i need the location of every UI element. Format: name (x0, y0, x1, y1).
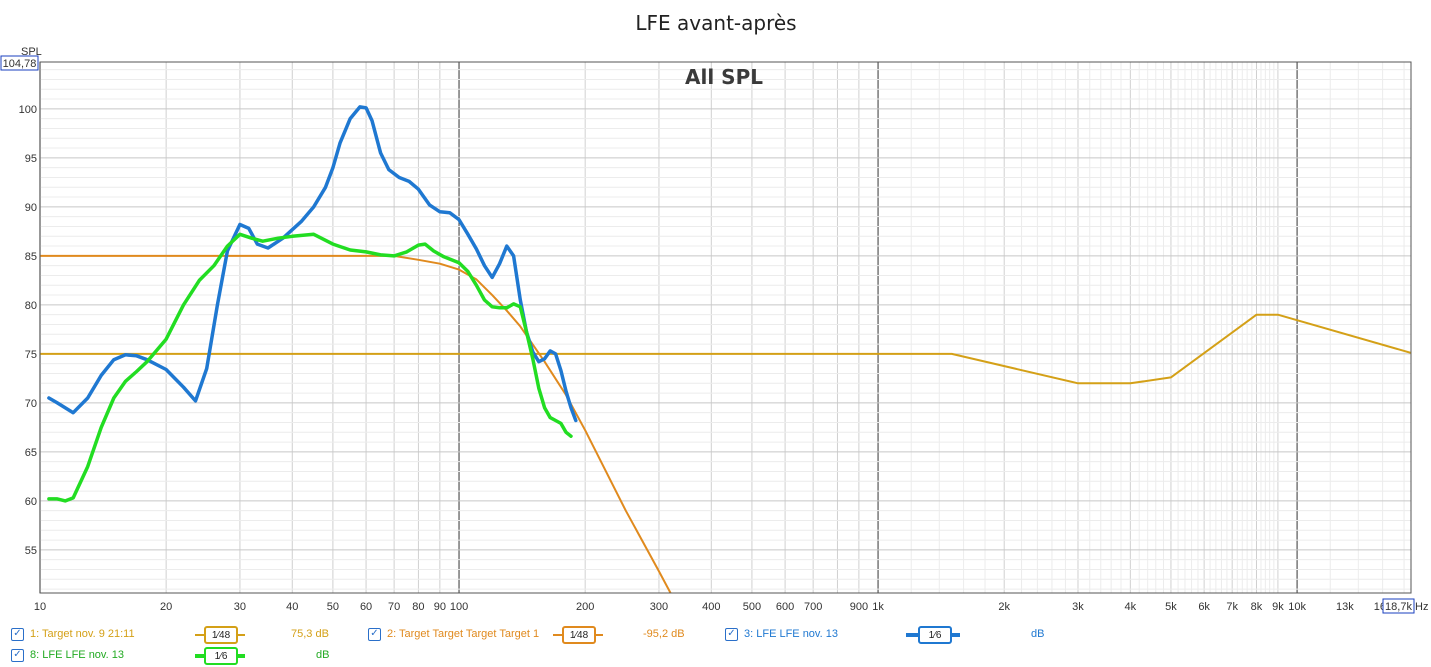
legend-value-8: dB (316, 649, 330, 661)
smoothing-badge-2[interactable]: 1⁄48 (562, 626, 596, 644)
x-tick-label: 9k (1272, 601, 1284, 613)
y-tick-label: 100 (19, 104, 37, 116)
legend-label: 1: Target nov. 9 21:11 (30, 628, 135, 640)
y-axis-labels: 55 60 65 70 75 80 85 90 95 100 (19, 104, 37, 557)
x-tick-label: 7k (1226, 601, 1238, 613)
smoothing-badge-1[interactable]: 1⁄48 (204, 626, 238, 644)
series-line-2 (40, 254, 672, 593)
legend-item-3[interactable]: ✓ 3: LFE LFE nov. 13 (725, 624, 838, 644)
y-tick-label: 80 (25, 300, 37, 312)
legend-label: 8: LFE LFE nov. 13 (30, 649, 124, 661)
y-top-value: 104,78 (3, 58, 37, 70)
x-right-value: 18,7k (1385, 601, 1412, 613)
chart-title: LFE avant-après (635, 11, 796, 35)
smoothing-badge-3[interactable]: 1⁄6 (918, 626, 952, 644)
x-tick-label: 4k (1125, 601, 1137, 613)
x-tick-label: 10 (34, 601, 46, 613)
y-tick-label: 70 (25, 398, 37, 410)
x-tick-label: 400 (702, 601, 720, 613)
x-tick-label: 40 (286, 601, 298, 613)
y-top-value-box[interactable] (0, 55, 39, 71)
x-tick-label: 70 (388, 601, 400, 613)
x-right-value-box[interactable] (1382, 598, 1415, 614)
checkbox-icon[interactable]: ✓ (11, 627, 24, 641)
x-tick-label: 90 (434, 601, 446, 613)
legend-label: 3: LFE LFE nov. 13 (744, 628, 838, 640)
y-tick-label: 60 (25, 496, 37, 508)
overlay-label: All SPL (685, 65, 763, 89)
y-tick-label: 75 (25, 349, 37, 361)
checkbox-icon[interactable]: ✓ (11, 648, 24, 662)
legend-value-2: -95,2 dB (643, 628, 685, 640)
x-tick-label: 500 (743, 601, 761, 613)
legend-label: 2: Target Target Target Target 1 (387, 628, 540, 640)
plot-frame (39, 61, 1412, 594)
legend-value-1: 75,3 dB (291, 628, 329, 640)
y-tick-label: 85 (25, 251, 37, 263)
checkbox-icon[interactable]: ✓ (368, 627, 381, 641)
checkbox-icon[interactable]: ✓ (725, 627, 738, 641)
x-tick-label: 1k (872, 601, 884, 613)
x-tick-label: 80 (412, 601, 424, 613)
x-tick-label: 600 (776, 601, 794, 613)
x-tick-label: 200 (576, 601, 594, 613)
x-tick-label: 5k (1165, 601, 1177, 613)
x-tick-label: 60 (360, 601, 372, 613)
legend-value-3: dB (1031, 628, 1045, 640)
y-tick-label: 55 (25, 545, 37, 557)
y-tick-label: 65 (25, 447, 37, 459)
legend-item-2[interactable]: ✓ 2: Target Target Target Target 1 (368, 624, 539, 644)
series-line-1 (40, 313, 1411, 385)
series-lines (40, 105, 1411, 593)
x-axis-labels: 10 20 30 40 50 60 70 80 90 100 200 300 400 500 600 700 9… (34, 601, 1392, 613)
grid (39, 62, 1411, 593)
x-tick-label: 6k (1198, 601, 1210, 613)
legend-item-1[interactable]: ✓ 1: Target nov. 9 21:11 (11, 624, 135, 644)
series-line-4 (47, 232, 573, 503)
y-tick-label: 90 (25, 202, 37, 214)
x-tick-label: 50 (327, 601, 339, 613)
x-axis-unit: Hz (1415, 601, 1428, 613)
smoothing-badge-8[interactable]: 1⁄6 (204, 647, 238, 665)
x-tick-label: 100 (450, 601, 468, 613)
x-tick-label: 13k (1336, 601, 1354, 613)
legend: ✓ 1: Target nov. 9 21:11 1⁄48 75,3 dB ✓ … (0, 622, 1431, 667)
x-tick-label: 3k (1072, 601, 1084, 613)
x-tick-label: 300 (650, 601, 668, 613)
x-tick-label: 900 (850, 601, 868, 613)
x-tick-label: 8k (1251, 601, 1263, 613)
x-tick-label: 700 (804, 601, 822, 613)
x-tick-label: 30 (234, 601, 246, 613)
y-tick-label: 95 (25, 153, 37, 165)
y-axis-title: SPL (21, 46, 42, 58)
x-tick-label: 20 (160, 601, 172, 613)
legend-item-8[interactable]: ✓ 8: LFE LFE nov. 13 (11, 645, 124, 665)
x-tick-label: 10k (1288, 601, 1306, 613)
x-tick-label: 2k (998, 601, 1010, 613)
